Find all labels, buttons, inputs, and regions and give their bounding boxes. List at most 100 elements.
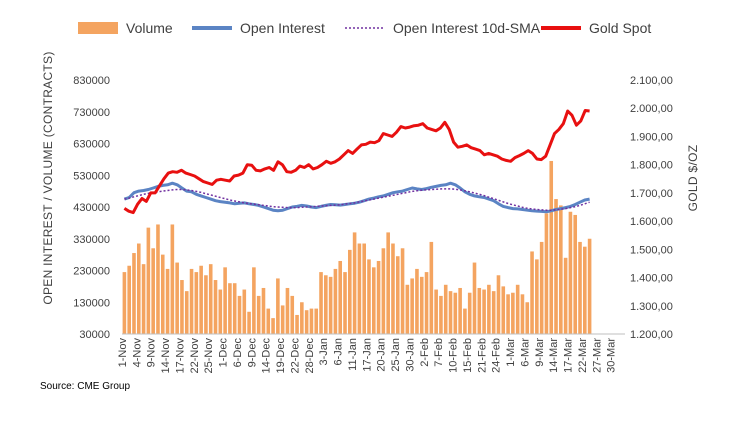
volume-bar [549,160,554,334]
legend: Volume Open Interest Open Interest 10d-SMA… [78,20,651,36]
y-left-tick-label: 630000 [73,139,110,151]
x-tick-label: 10-Feb [448,338,460,373]
volume-bar [578,241,582,334]
volume-bar [386,232,390,334]
volume-bar [184,291,189,334]
x-tick-label: 4-Nov [131,338,143,368]
y-left-tick-label: 330000 [73,234,110,246]
y-right-tick-label: 1.400,00 [630,273,673,285]
volume-bar [587,238,592,334]
volume-bar [482,289,486,334]
volume-bar [290,295,295,334]
volume-bar [583,246,587,334]
volume-bar [314,308,319,334]
volume-bar [256,295,261,334]
volume-bar [156,224,160,334]
volume-bar [266,308,271,334]
volume-bar [252,267,256,334]
volume-bar [448,291,453,334]
volume-bar [515,284,520,334]
x-tick-label: 24-Feb [491,338,503,373]
volume-bar [180,280,184,334]
volume-bar [213,280,218,334]
x-tick-label: 17-Nov [174,338,186,374]
volume-bars [122,160,592,334]
volume-bar [453,292,458,334]
x-tick-label: 20-Jan [376,338,388,372]
volume-bar [223,267,227,334]
x-tick-label: 22-Mar [577,338,589,373]
legend-label: Gold Spot [589,20,651,36]
volume-bar [338,260,343,334]
legend-swatch-volume [78,22,118,34]
y-left-tick-labels: 830000 730000 630000 530000 430000 330000 2300… [73,75,110,341]
volume-bar [544,213,549,334]
volume-bar [199,265,203,334]
volume-bar [376,260,381,334]
volume-bar [410,278,414,334]
volume-bar [419,276,424,334]
volume-bar [496,275,501,334]
x-tick-label: 1-Dec [218,338,230,368]
volume-bar [352,232,357,334]
x-tick-label: 22-Dec [289,338,301,374]
y-left-tick-label: 830000 [73,75,110,87]
volume-bar [228,283,232,334]
volume-bar [563,257,568,334]
volume-bar [300,302,304,334]
volume-bar [127,265,131,334]
volume-bar [472,262,477,334]
volume-bar [424,272,429,334]
volume-bar [458,287,462,334]
x-tick-label: 21-Feb [476,338,488,373]
x-tick-label: 6-Mar [519,338,531,367]
volume-bar [443,284,448,334]
volume-bar [348,249,352,334]
volume-bar [328,276,333,334]
y-left-tick-label: 530000 [73,170,110,182]
legend-label: Open Interest 10d-SMA [393,20,541,36]
volume-bar [429,241,434,334]
y-axis-left-title: OPEN INTEREST / VOLUME (CONTRACTS) [41,51,55,304]
volume-bar [405,284,410,334]
volume-bar [491,291,496,334]
x-tick-label: 7-Feb [433,338,445,367]
volume-bar [304,310,309,334]
x-tick-label: 6-Jan [333,338,345,366]
volume-bar [367,259,371,334]
x-tick-label: 9-Nov [146,338,158,368]
volume-bar [280,305,285,334]
volume-bar [175,262,179,334]
volume-bar [218,289,223,334]
volume-bar [573,214,578,334]
volume-bar [395,256,400,334]
x-tick-label: 1-Nov [117,338,129,368]
volume-bar [204,275,208,334]
y-right-tick-label: 2.100,00 [630,75,673,87]
volume-bar [371,267,376,334]
volume-bar [539,241,544,334]
volume-bar [391,243,395,334]
x-tick-label: 30-Mar [606,338,618,373]
volume-bar [319,272,323,334]
volume-bar [132,253,136,334]
x-tick-label: 25-Nov [203,338,215,374]
volume-bar [208,264,213,334]
y-right-tick-label: 1.600,00 [630,216,673,228]
volume-bar [261,287,266,334]
volume-bar [151,248,155,334]
volume-bar [276,278,280,334]
volume-bar [415,268,419,334]
volume-bar [525,302,530,334]
y-right-tick-label: 1.800,00 [630,160,673,172]
y-left-tick-label: 230000 [73,266,110,278]
volume-bar [511,292,515,334]
open-interest-line [123,181,590,214]
volume-bar [554,199,558,334]
volume-bar [501,286,506,334]
volume-bar [324,275,328,334]
volume-bar [477,287,482,334]
volume-bar [309,308,314,334]
legend-label: Volume [126,20,173,36]
x-tick-label: 27-Mar [591,338,603,373]
